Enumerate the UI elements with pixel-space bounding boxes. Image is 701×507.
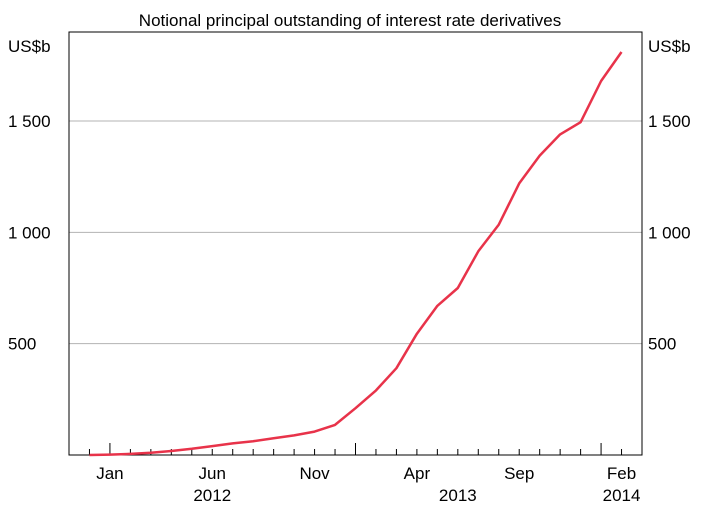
chart-title: Notional principal outstanding of intere… — [139, 11, 561, 30]
x-month-label: Nov — [299, 464, 330, 483]
y-tick-label-left: 1 000 — [8, 223, 51, 242]
y-axis-unit-left: US$b — [8, 37, 51, 56]
series-line-notional-principal — [89, 51, 623, 457]
x-year-label: 2013 — [439, 486, 477, 505]
x-month-label: Feb — [607, 464, 636, 483]
x-month-label: Jun — [199, 464, 226, 483]
y-axis-unit-right: US$b — [648, 37, 691, 56]
y-tick-label-right: 500 — [648, 335, 676, 354]
y-tick-label-left: 1 500 — [8, 112, 51, 131]
x-month-label: Apr — [404, 464, 431, 483]
y-tick-labels-right: 500 1 000 1 500 — [648, 112, 691, 354]
y-tick-labels-left: 500 1 000 1 500 — [8, 112, 51, 354]
x-month-labels: Jan Jun Nov Apr Sep Feb — [96, 464, 636, 483]
x-month-label: Sep — [504, 464, 534, 483]
x-year-label: 2012 — [193, 486, 231, 505]
x-year-label: 2014 — [603, 486, 641, 505]
plot-frame — [68, 31, 643, 456]
x-month-label: Jan — [96, 464, 123, 483]
x-year-labels: 2012 2013 2014 — [193, 486, 640, 505]
y-tick-label-left: 500 — [8, 335, 36, 354]
y-tick-label-right: 1 000 — [648, 223, 691, 242]
y-tick-label-right: 1 500 — [648, 112, 691, 131]
gridlines — [69, 120, 642, 345]
x-ticks — [88, 443, 623, 455]
